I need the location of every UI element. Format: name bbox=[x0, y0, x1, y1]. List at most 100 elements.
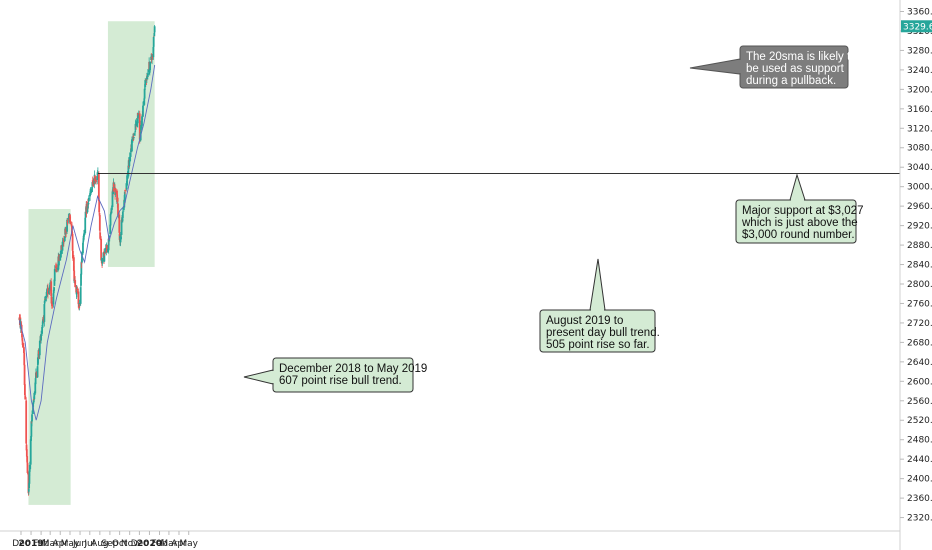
trend-zones bbox=[28, 21, 155, 505]
y-tick-label: 2480.00 bbox=[907, 436, 932, 446]
candle-body bbox=[137, 114, 140, 115]
candle-body bbox=[96, 172, 99, 176]
candle-body bbox=[85, 204, 88, 214]
candle-body bbox=[23, 352, 26, 366]
candle-body bbox=[115, 191, 117, 193]
price-badge-label: 3329.63 bbox=[903, 22, 932, 32]
candle-body bbox=[151, 56, 154, 58]
y-tick-label: 2600.00 bbox=[907, 377, 932, 387]
candle-body bbox=[90, 190, 92, 194]
candle-body bbox=[109, 214, 112, 226]
y-tick-label: 3280.00 bbox=[907, 46, 932, 56]
candle-body bbox=[43, 304, 46, 322]
candle-body bbox=[34, 378, 37, 385]
y-tick-label: 3200.00 bbox=[907, 85, 932, 95]
candle-body bbox=[98, 200, 101, 213]
y-tick-label: 2320.00 bbox=[907, 514, 932, 524]
x-tick-label: May bbox=[61, 539, 80, 549]
candle-body bbox=[31, 414, 33, 422]
callout-text: $3,000 round number. bbox=[742, 229, 855, 241]
candle-body bbox=[24, 395, 27, 400]
candle-body bbox=[142, 105, 144, 117]
candle-body bbox=[124, 190, 127, 191]
candle-body bbox=[32, 399, 35, 403]
x-tick-label: Sep bbox=[101, 539, 118, 549]
candle-body bbox=[30, 421, 33, 437]
candle-body bbox=[128, 156, 131, 163]
candle-body bbox=[110, 207, 113, 214]
candlestick-series bbox=[18, 24, 156, 496]
x-tick-label: Jul bbox=[83, 539, 95, 549]
candle-body bbox=[153, 33, 156, 37]
candle-body bbox=[80, 273, 82, 286]
callout-text: be used as support bbox=[746, 63, 845, 75]
y-tick-label: 2760.00 bbox=[907, 299, 932, 309]
candle-body bbox=[140, 124, 142, 131]
x-tick-label: Feb bbox=[33, 539, 49, 549]
candle-body bbox=[109, 213, 112, 215]
candle-body bbox=[86, 204, 89, 213]
y-axis-ticks[interactable]: 3360.003320.003280.003240.003200.003160.… bbox=[900, 8, 932, 524]
y-tick-label: 2720.00 bbox=[907, 319, 932, 329]
candle-body bbox=[49, 282, 52, 290]
candle-body bbox=[82, 242, 84, 254]
candle-body bbox=[153, 26, 156, 33]
x-tick-label: Oct bbox=[112, 539, 128, 549]
callout-text: December 2018 to May 2019 bbox=[279, 363, 427, 375]
candle-body bbox=[138, 113, 141, 140]
candle-body bbox=[36, 357, 39, 366]
candle-body bbox=[33, 392, 36, 400]
candle-body bbox=[58, 255, 61, 261]
candle-body bbox=[23, 384, 26, 396]
x-tick-label: Mar bbox=[160, 539, 177, 549]
candle-body bbox=[101, 258, 104, 264]
candle-body bbox=[92, 183, 95, 186]
x-tick-label: May bbox=[179, 539, 198, 549]
candle-body bbox=[141, 116, 143, 126]
candle-body bbox=[52, 289, 55, 294]
candle-body bbox=[116, 190, 118, 203]
y-tick-label: 3240.00 bbox=[907, 66, 932, 76]
callout-text: present day bull trend. bbox=[546, 327, 660, 339]
x-tick-label: Apr bbox=[171, 539, 187, 549]
candle-body bbox=[111, 191, 114, 208]
x-axis-ticks[interactable]: Dec2019FebMarAprMayJunJulAugSepOctNovDec… bbox=[12, 531, 199, 549]
candle-body bbox=[96, 171, 99, 173]
candle-body bbox=[26, 462, 29, 473]
candle-body bbox=[62, 238, 65, 243]
candle-body bbox=[132, 137, 135, 139]
candle-body bbox=[71, 233, 74, 251]
candle-body bbox=[84, 217, 87, 234]
y-tick-label: 2960.00 bbox=[907, 202, 932, 212]
candle-body bbox=[152, 47, 155, 58]
candle-body bbox=[97, 173, 100, 202]
candle-body bbox=[143, 98, 146, 105]
candle-body bbox=[21, 337, 24, 341]
callout-text: which is just above the bbox=[741, 217, 858, 229]
candle-body bbox=[99, 232, 102, 239]
sma-line bbox=[18, 64, 156, 421]
callout-text: 607 point rise bull trend. bbox=[279, 375, 402, 387]
candle-body bbox=[106, 244, 108, 253]
candle-body bbox=[76, 290, 79, 292]
y-tick-label: 2400.00 bbox=[907, 475, 932, 485]
y-tick-label: 2680.00 bbox=[907, 338, 932, 348]
candle-body bbox=[116, 197, 119, 202]
candle-body bbox=[62, 243, 65, 245]
x-tick-label: Nov bbox=[121, 539, 139, 549]
y-tick-label: 2920.00 bbox=[907, 222, 932, 232]
candle-body bbox=[127, 165, 130, 177]
candle-body bbox=[44, 295, 47, 299]
candle-body bbox=[74, 280, 77, 288]
y-tick-label: 2640.00 bbox=[907, 358, 932, 368]
candle-body bbox=[73, 270, 76, 282]
x-tick-label: Feb bbox=[152, 539, 168, 549]
candle-body bbox=[137, 115, 140, 118]
candle-body bbox=[69, 221, 72, 223]
y-tick-label: 3160.00 bbox=[907, 105, 932, 115]
candle-body bbox=[22, 343, 24, 347]
